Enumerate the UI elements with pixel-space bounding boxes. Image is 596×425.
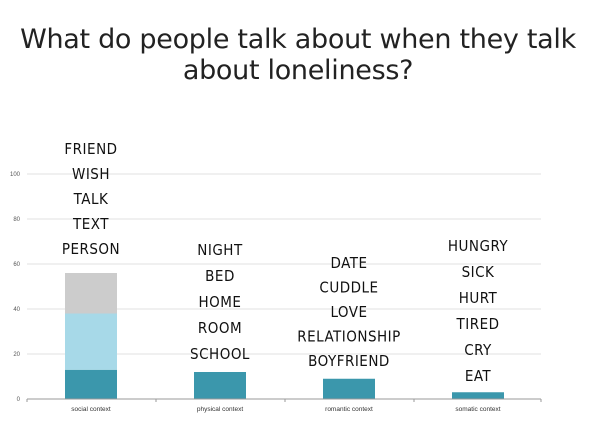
word-label: HUNGRY: [448, 237, 508, 255]
y-tick-label: 40: [13, 307, 20, 313]
category-label: romantic context: [325, 406, 373, 413]
word-label: RELATIONSHIP: [297, 328, 401, 346]
y-tick-label: 100: [10, 172, 21, 178]
word-label: HOME: [199, 293, 242, 311]
word-label: TALK: [73, 190, 109, 208]
word-label: PERSON: [62, 240, 120, 258]
word-lists: FRIEND WISH TALK TEXT PERSON NIGHT BED HOME ROOM…: [62, 140, 508, 385]
word-label: TIRED: [455, 315, 499, 333]
y-tick-label: 80: [13, 217, 20, 223]
bar-segment: [65, 313, 117, 370]
word-label: FRIEND: [64, 140, 117, 158]
category-label: physical context: [197, 406, 243, 413]
chart-title: What do people talk about when they talk…: [0, 24, 596, 86]
word-label: HURT: [459, 289, 498, 307]
y-tick-label: 20: [13, 352, 20, 358]
word-label: TEXT: [72, 215, 109, 233]
y-axis-tick-labels: 0 20 40 60 80 100: [10, 172, 21, 403]
y-tick-label: 0: [17, 397, 21, 403]
word-label: DATE: [331, 254, 368, 272]
word-label: CRY: [464, 341, 492, 359]
bars: [65, 273, 504, 399]
bar-segment: [323, 378, 375, 399]
y-tick-label: 60: [13, 262, 20, 268]
category-label: social context: [71, 406, 111, 413]
word-label: EAT: [465, 367, 492, 385]
bar-segment: [452, 392, 504, 399]
word-label: NIGHT: [197, 241, 243, 259]
chart-title-line-2: about loneliness?: [182, 55, 414, 86]
word-label: WISH: [72, 165, 110, 183]
x-axis: [26, 398, 542, 402]
word-label: BOYFRIEND: [308, 352, 390, 370]
bar-segment: [65, 369, 117, 399]
bar-segment: [194, 372, 246, 399]
word-label: ROOM: [198, 319, 242, 337]
word-label: BED: [205, 267, 235, 285]
word-label: CUDDLE: [319, 279, 378, 297]
x-axis-category-labels: social context physical context romantic c…: [71, 406, 500, 413]
word-label: SCHOOL: [190, 345, 250, 363]
bar-segment: [65, 273, 117, 314]
category-label: somatic context: [455, 406, 500, 413]
word-label: LOVE: [330, 303, 367, 321]
word-label: SICK: [462, 263, 495, 281]
chart-title-line-1: What do people talk about when they talk: [20, 24, 576, 55]
